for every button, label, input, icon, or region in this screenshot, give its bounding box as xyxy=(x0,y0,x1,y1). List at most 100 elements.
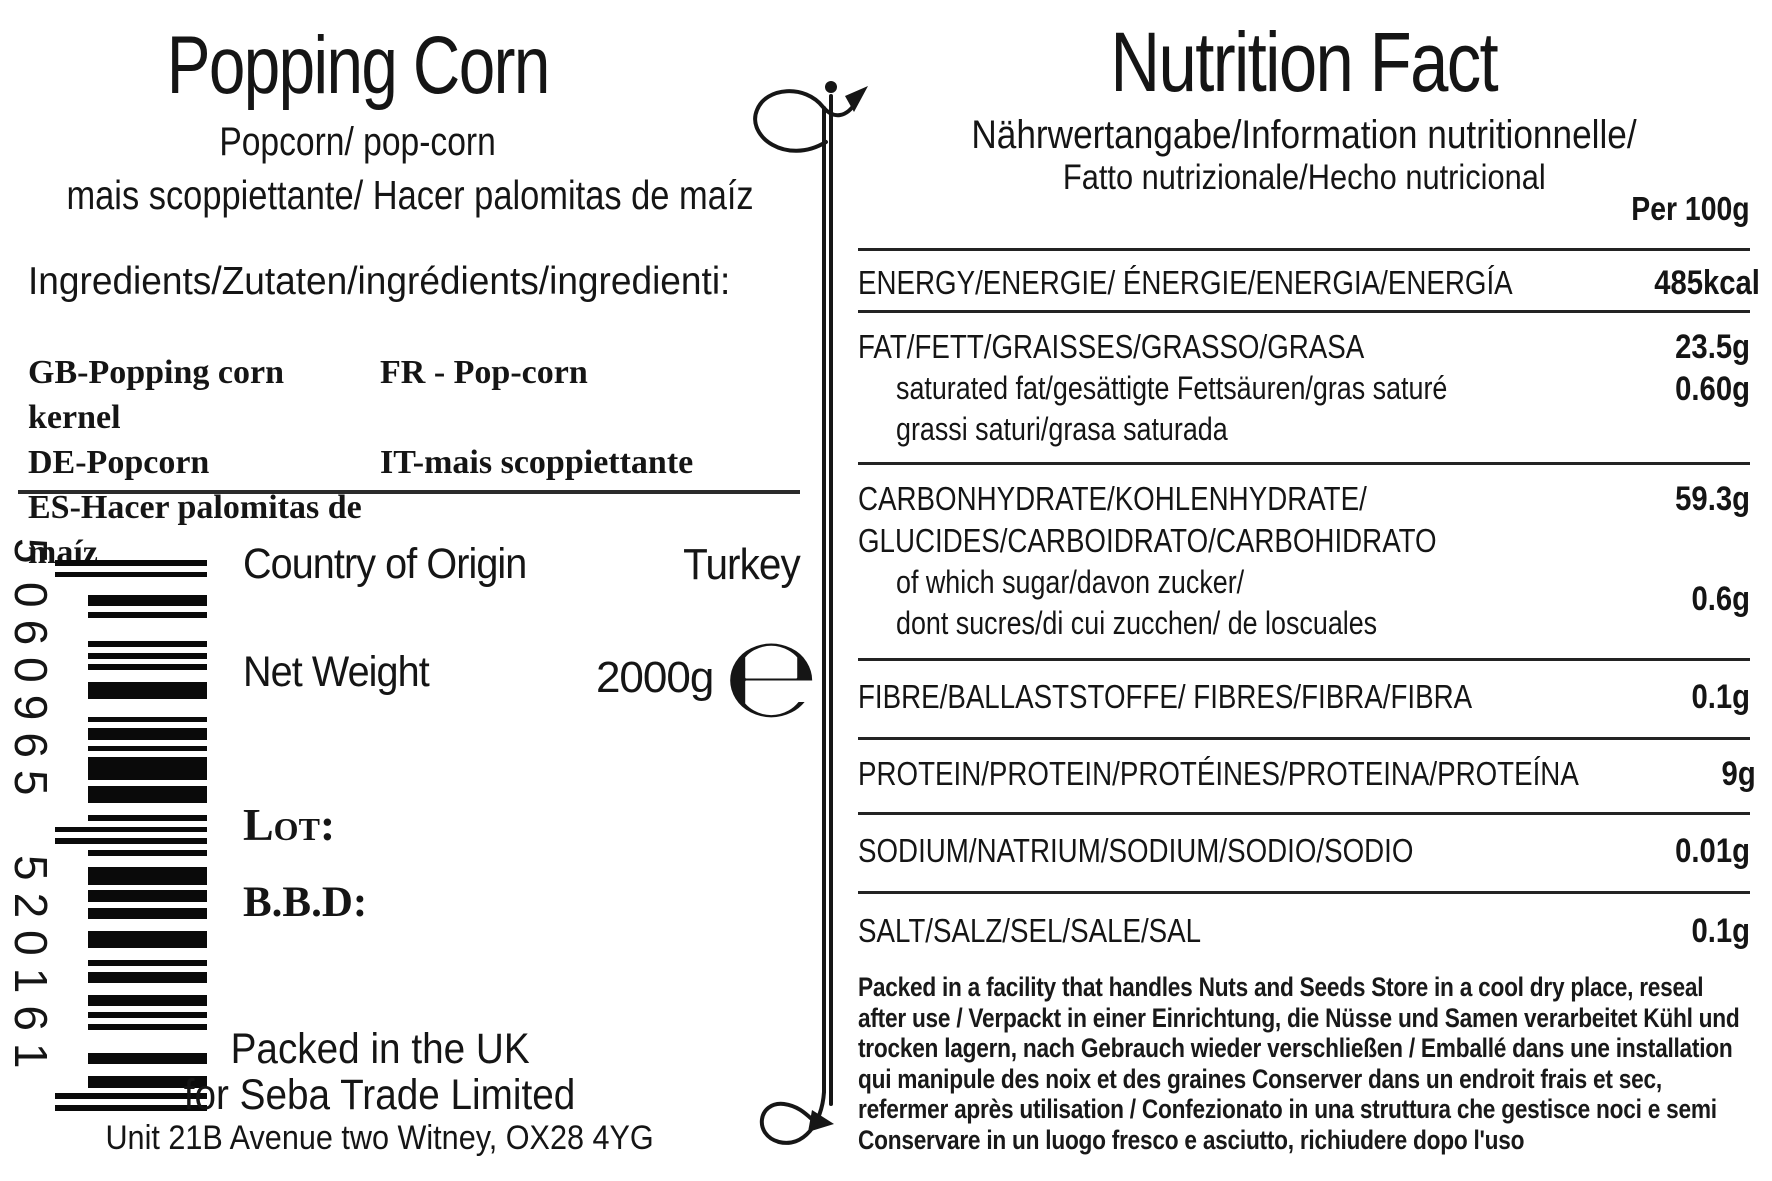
barcode-module xyxy=(88,762,207,769)
barcode-module xyxy=(88,1081,207,1088)
barcode-module xyxy=(88,664,207,671)
packed-line-1-text: Packed in the UK xyxy=(230,1025,530,1073)
packed-line-2-text: for Seba Trade Limited xyxy=(184,1071,576,1119)
carbohydrate-label: CARBONHYDRATE/KOHLENHYDRATE/ xyxy=(858,480,1367,517)
sodium-value: 0.01g xyxy=(1675,832,1750,870)
ingredient-fr: FR - Pop-corn xyxy=(380,354,588,391)
barcode-module xyxy=(55,1104,207,1111)
origin-label: Country of Origin xyxy=(243,540,551,589)
salt-value: 0.1g xyxy=(1691,912,1750,950)
origin-value-text: Turkey xyxy=(683,540,801,589)
ingredient-it: IT-mais scoppiettante xyxy=(380,444,694,481)
ingredient-de: DE-Popcorn xyxy=(28,444,210,481)
barcode-module xyxy=(88,873,207,879)
barcode-module xyxy=(88,867,207,874)
saturated-fat-label: saturated fat/gesättigte Fettsäuren/gras… xyxy=(896,370,1448,406)
barcode-module xyxy=(88,716,207,723)
fibre-value: 0.1g xyxy=(1691,678,1750,716)
barcode-module xyxy=(88,774,207,781)
barcode-module xyxy=(55,560,207,566)
nutrition-title: Nutrition Fact xyxy=(858,16,1750,108)
net-weight-label: Net Weight xyxy=(243,648,445,697)
nutrition-subtitle-2-text: Fatto nutrizionale/Hecho nutricional xyxy=(1062,158,1546,197)
product-languages-line: mais scoppiettante/ Hacer palomitas de m… xyxy=(0,172,820,219)
saturated-fat-value: 0.60g xyxy=(1675,370,1750,408)
barcode-module xyxy=(88,931,207,937)
sodium-label: SODIUM/NATRIUM/SODIUM/SODIO/SODIO xyxy=(858,832,1414,869)
sugar-label-2: dont sucres/di cui zucchen/ de loscuales xyxy=(896,605,1378,641)
barcode-module xyxy=(88,971,207,978)
energy-value: 485kcal xyxy=(1654,264,1761,302)
barcode-module xyxy=(88,1052,207,1059)
net-weight-amount: 2000g xyxy=(595,653,714,702)
nutrition-panel: Nutrition Fact Nährwertangabe/Informatio… xyxy=(858,0,1760,1181)
packed-line-3: Unit 21B Avenue two Witney, OX28 4YG xyxy=(0,1118,760,1158)
carbohydrate-value: 59.3g xyxy=(1675,480,1750,518)
barcode-module xyxy=(55,571,207,578)
product-title-text: Popping Corn xyxy=(167,20,551,111)
nutrition-table: ENERGY/ENERGIE/ ÉNERGIE/ENERGIA/ENERGÍA … xyxy=(858,248,1760,963)
ingredients-heading: Ingredients/Zutaten/ingrédients/ingredie… xyxy=(28,260,767,304)
barcode-module xyxy=(88,936,207,943)
barcode-module xyxy=(88,768,207,775)
barcode-module xyxy=(88,693,207,700)
barcode-module xyxy=(88,745,207,752)
barcode-module xyxy=(88,977,207,984)
barcode-module xyxy=(88,878,207,885)
ingredient-gb: GB-Popping corn kernel xyxy=(28,354,284,436)
barcode-module xyxy=(88,757,207,763)
nutrition-subtitle-1-text: Nährwertangabe/Information nutritionnell… xyxy=(971,113,1637,157)
barcode-module xyxy=(88,942,207,949)
barcode-module xyxy=(88,994,207,1001)
barcode-module xyxy=(88,641,207,647)
nutrition-subtitle-2: Fatto nutrizionale/Hecho nutricional xyxy=(858,158,1750,198)
nutrition-row-sodium: SODIUM/NATRIUM/SODIUM/SODIO/SODIO 0.01g xyxy=(858,812,1750,891)
product-title: Popping Corn xyxy=(0,18,716,114)
barcode-bars xyxy=(55,560,207,1111)
barcode-module xyxy=(55,826,207,833)
barcode: 5 060965 520161 xyxy=(0,530,220,1130)
nutrition-row-fibre: FIBRE/BALLASTSTOFFE/ FIBRES/FIBRA/FIBRA … xyxy=(858,658,1750,737)
nutrition-subtitle-1: Nährwertangabe/Information nutritionnell… xyxy=(858,112,1750,158)
barcode-module xyxy=(55,1093,207,1100)
saturated-fat-label-2: grassi saturi/grasa saturada xyxy=(896,411,1228,447)
barcode-module xyxy=(88,687,207,694)
barcode-module xyxy=(88,797,207,804)
salt-label: SALT/SALZ/SEL/SALE/SAL xyxy=(858,912,1202,949)
nutrition-title-text: Nutrition Fact xyxy=(1110,15,1499,109)
origin-label-text: Country of Origin xyxy=(243,540,527,588)
barcode-module xyxy=(88,815,207,821)
origin-value: Turkey xyxy=(673,540,801,590)
barcode-module xyxy=(88,1000,207,1007)
estimated-sign: ℮ xyxy=(723,613,819,743)
protein-label: PROTEIN/PROTEIN/PROTÉINES/PROTEINA/PROTE… xyxy=(858,755,1579,792)
barcode-module xyxy=(88,1075,207,1082)
nutrition-row-carbohydrate: CARBONHYDRATE/KOHLENHYDRATE/ GLUCIDES/CA… xyxy=(858,462,1750,658)
barcode-module xyxy=(88,600,207,607)
barcode-module xyxy=(88,1023,207,1030)
barcode-module xyxy=(88,959,207,966)
barcode-digits-group1: 060965 xyxy=(5,582,57,808)
product-subtitle: Popcorn/ pop-corn xyxy=(0,116,716,168)
product-languages-text: mais scoppiettante/ Hacer palomitas de m… xyxy=(66,172,754,218)
barcode-module xyxy=(88,594,207,601)
barcode-module xyxy=(88,786,207,792)
left-header: Popping Corn Popcorn/ pop-corn xyxy=(0,18,716,168)
left-divider-rule xyxy=(18,490,800,494)
net-weight-label-text: Net Weight xyxy=(243,648,430,696)
product-subtitle-text: Popcorn/ pop-corn xyxy=(219,120,497,164)
packed-block: Packed in the UK for Seba Trade Limited … xyxy=(0,1026,760,1158)
bbd-label: B.B.D: xyxy=(243,879,368,926)
carbohydrate-label-2: GLUCIDES/CARBOIDRATO/CARBOHIDRATO xyxy=(858,522,1437,559)
barcode-module xyxy=(88,612,207,618)
barcode-module xyxy=(88,896,207,903)
barcode-module xyxy=(88,890,207,897)
fat-value: 23.5g xyxy=(1675,328,1750,366)
sugar-value: 0.6g xyxy=(1691,580,1750,618)
nutrition-row-salt: SALT/SALZ/SEL/SALE/SAL 0.1g xyxy=(858,891,1750,963)
storage-footnote: Packed in a facility that handles Nuts a… xyxy=(858,972,1740,1155)
ingredients-heading-text: Ingredients/Zutaten/ingrédients/ingredie… xyxy=(28,260,731,303)
barcode-module xyxy=(88,907,207,914)
fat-label: FAT/FETT/GRAISSES/GRASSO/GRASA xyxy=(858,328,1365,365)
